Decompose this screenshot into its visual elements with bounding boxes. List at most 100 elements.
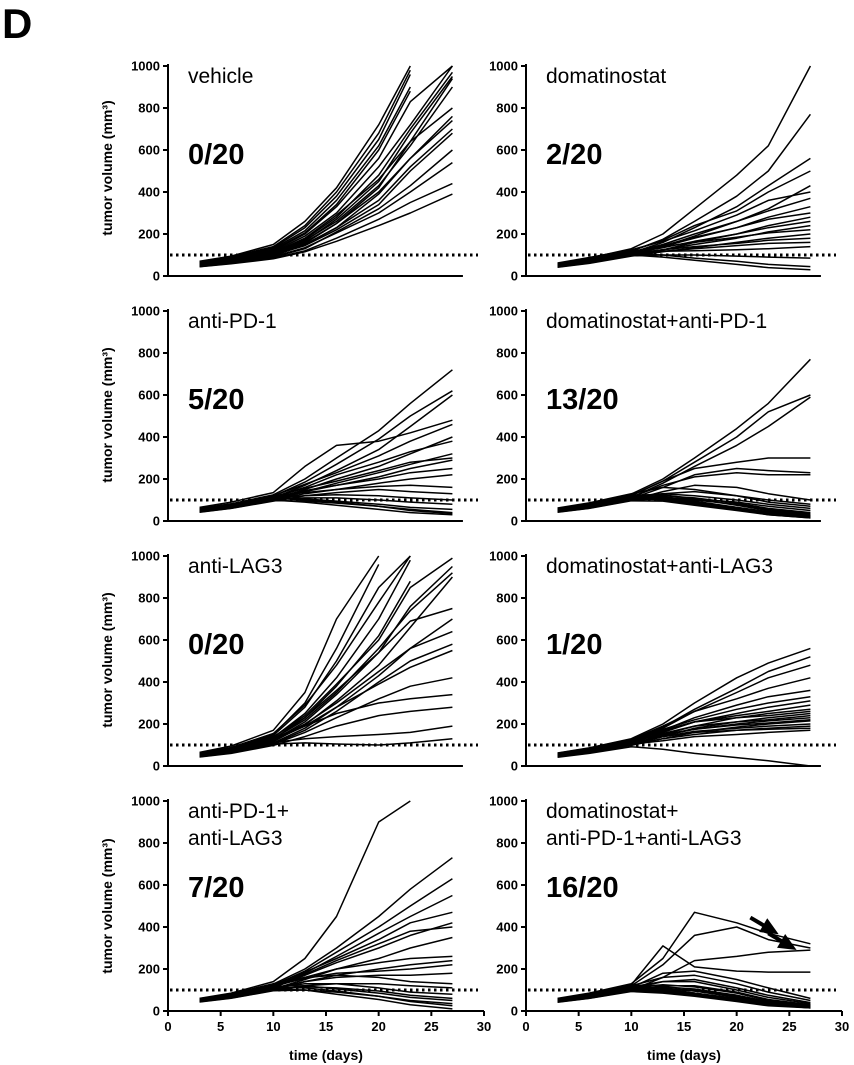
y-tick-label: 1000 [489, 794, 518, 809]
panel-title: domatinostat+ [546, 800, 679, 823]
annotation-arrow-icon [749, 915, 779, 935]
y-tick-label: 800 [496, 836, 518, 851]
x-axis-label: time (days) [289, 1047, 363, 1063]
y-tick-label: 0 [511, 514, 518, 529]
tumor-growth-curve [199, 580, 411, 756]
y-tick-label: 0 [511, 759, 518, 774]
y-tick-label: 400 [138, 185, 160, 200]
y-tick-label: 200 [138, 472, 160, 487]
y-tick-label: 200 [496, 227, 518, 242]
y-tick-label: 800 [138, 346, 160, 361]
x-tick-label: 10 [266, 1019, 280, 1034]
chart-panel: 0 200 400 600 800 1000 vehicle 0/20 [131, 59, 478, 284]
tumor-growth-curve [199, 76, 454, 266]
x-tick-label: 30 [477, 1019, 491, 1034]
y-tick-label: 400 [138, 675, 160, 690]
tumor-growth-curve [199, 161, 453, 267]
x-tick-label: 5 [217, 1019, 224, 1034]
tumor-growth-curve [557, 985, 811, 1008]
tumor-growth-curve [199, 497, 453, 515]
y-tick-label: 1000 [489, 59, 518, 74]
tumor-growth-curve [557, 949, 811, 1002]
tumor-growth-curve [557, 245, 811, 265]
y-tick-label: 800 [138, 836, 160, 851]
panel-title: anti-PD-1 [188, 310, 277, 333]
x-tick-label: 15 [677, 1019, 691, 1034]
chart-panel: 0 200 400 600 800 1000 domatinostat+anti-PD-1 1… [489, 304, 836, 529]
x-tick-label: 5 [575, 1019, 582, 1034]
panel-title: anti-PD-1+anti-LAG3 [546, 827, 742, 850]
y-tick-label: 1000 [131, 59, 160, 74]
y-tick-label: 600 [138, 633, 160, 648]
tumor-growth-curve [557, 486, 811, 509]
y-axis-label: tumor volume (mm³) [99, 838, 115, 973]
y-tick-label: 800 [496, 346, 518, 361]
y-tick-label: 600 [138, 143, 160, 158]
y-tick-label: 200 [496, 472, 518, 487]
y-tick-label: 1000 [131, 304, 160, 319]
y-tick-label: 200 [138, 717, 160, 732]
tumor-growth-curve [557, 990, 811, 1009]
responder-ratio: 5/20 [188, 384, 244, 416]
x-tick-label: 0 [522, 1019, 529, 1034]
tumor-growth-curve [199, 565, 453, 757]
tumor-growth-curve [199, 499, 453, 516]
tumor-growth-curve [199, 555, 380, 754]
panel-title: domatinostat+anti-LAG3 [546, 555, 773, 578]
y-tick-label: 400 [496, 185, 518, 200]
panel-letter: D [2, 0, 32, 47]
y-tick-label: 400 [138, 920, 160, 935]
x-tick-label: 20 [371, 1019, 385, 1034]
tumor-growth-curve [199, 988, 453, 1010]
y-tick-label: 400 [496, 920, 518, 935]
responder-ratio: 13/20 [546, 384, 619, 416]
y-tick-label: 1000 [131, 549, 160, 564]
y-tick-label: 0 [153, 1004, 160, 1019]
tumor-growth-curve [557, 495, 811, 518]
tumor-growth-curve [199, 423, 453, 510]
annotation-arrow-icon [767, 931, 797, 950]
tumor-growth-curve [199, 90, 411, 264]
panel-title: vehicle [188, 65, 253, 88]
y-tick-label: 600 [496, 633, 518, 648]
tumor-growth-curve [557, 729, 811, 757]
panel-title: domatinostat+anti-PD-1 [546, 310, 767, 333]
x-tick-label: 25 [424, 1019, 438, 1034]
y-tick-label: 800 [138, 591, 160, 606]
y-axis-label: tumor volume (mm³) [99, 347, 115, 482]
tumor-growth-curve [199, 193, 453, 268]
tumor-growth-curve [199, 607, 453, 755]
y-tick-label: 800 [496, 101, 518, 116]
responder-ratio: 1/20 [546, 629, 602, 661]
tumor-growth-curve [199, 986, 453, 1007]
x-tick-label: 10 [624, 1019, 638, 1034]
tumor-growth-curve [199, 572, 453, 756]
panel-title: anti-PD-1+ [188, 800, 289, 823]
tumor-growth-curve [199, 496, 453, 511]
x-tick-label: 30 [835, 1019, 849, 1034]
tumor-growth-curve [557, 727, 811, 754]
tumor-growth-curve [199, 484, 453, 510]
responder-ratio: 2/20 [546, 139, 602, 171]
tumor-growth-curve [557, 496, 811, 519]
responder-ratio: 0/20 [188, 139, 244, 171]
y-tick-label: 200 [496, 717, 518, 732]
y-tick-label: 600 [496, 143, 518, 158]
x-tick-label: 15 [319, 1019, 333, 1034]
panel-title: domatinostat [546, 65, 666, 88]
tumor-growth-curve [199, 737, 453, 757]
responder-ratio: 0/20 [188, 629, 244, 661]
tumor-growth-curve [199, 107, 453, 265]
tumor-growth-curve [199, 974, 453, 1000]
y-tick-label: 1000 [131, 794, 160, 809]
y-tick-label: 600 [138, 388, 160, 403]
y-tick-label: 400 [496, 430, 518, 445]
y-tick-label: 0 [511, 269, 518, 284]
y-tick-label: 600 [496, 878, 518, 893]
y-tick-label: 0 [511, 1004, 518, 1019]
tumor-growth-curve [199, 693, 453, 755]
y-tick-label: 400 [496, 675, 518, 690]
tumor-growth-curve [557, 358, 811, 510]
y-tick-label: 0 [153, 269, 160, 284]
